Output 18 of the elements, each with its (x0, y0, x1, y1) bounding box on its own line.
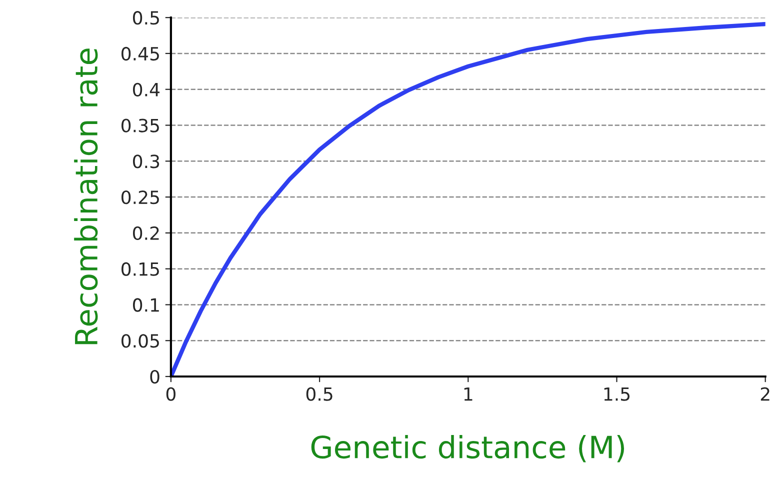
x-tick-label: 1.5 (604, 387, 630, 401)
x-tick-label: 1 (464, 387, 472, 401)
y-tick-label: 0.4 (133, 82, 160, 96)
y-tick-label: 0.5 (133, 11, 159, 25)
y-tick-label: 0.2 (133, 226, 159, 240)
y-tick-label: 0.1 (133, 298, 159, 312)
y-tick-label: 0.25 (122, 190, 159, 204)
y-tick-label: 0.15 (122, 262, 159, 276)
x-axis-title: Genetic distance (M) (311, 434, 624, 462)
y-tick-label: 0.3 (133, 154, 160, 168)
y-tick-label: 0.35 (122, 118, 159, 132)
y-tick-label: 0.05 (122, 334, 159, 348)
x-tick-label: 0 (166, 387, 176, 401)
y-axis-title: Recombination rate (74, 48, 98, 344)
x-tick-label: 2 (760, 387, 770, 401)
y-tick-label: 0 (150, 370, 160, 384)
y-tick-label: 0.45 (122, 46, 159, 61)
x-tick-label: 0.5 (306, 387, 332, 401)
